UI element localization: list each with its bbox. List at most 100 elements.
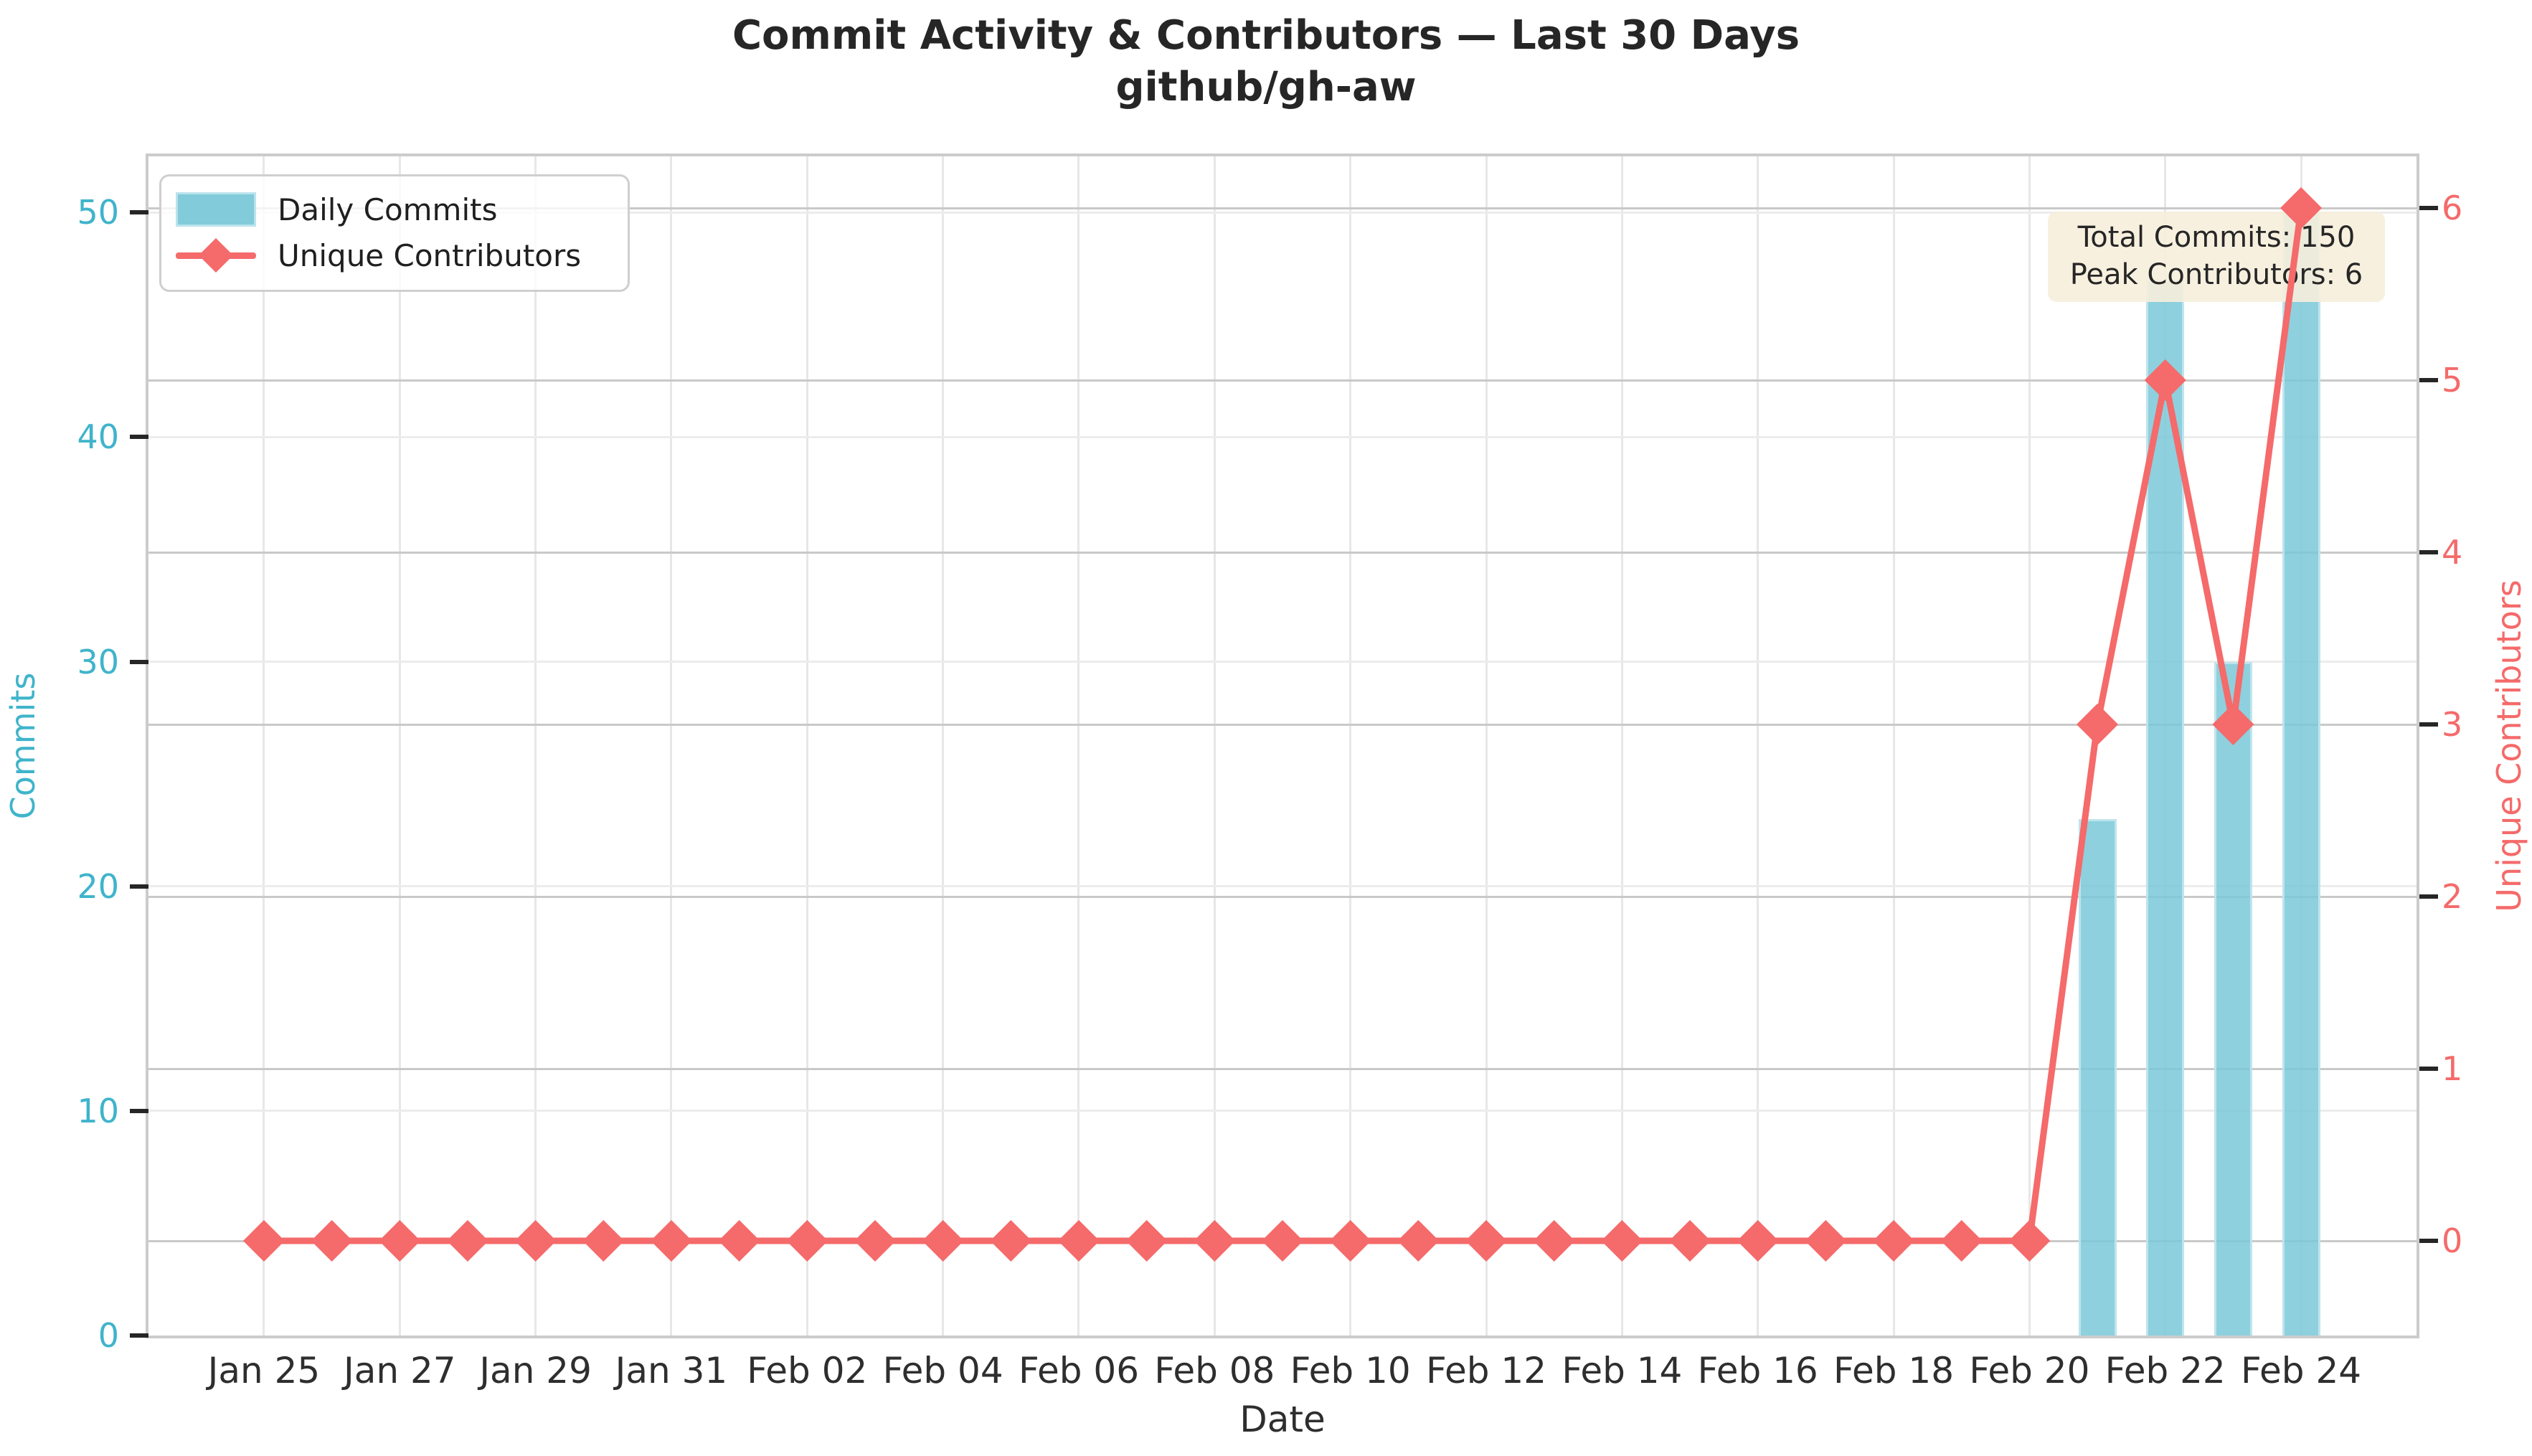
- diamond-marker: [1057, 1220, 1100, 1262]
- left-tick-label: 20: [77, 866, 119, 906]
- x-tick-label: Feb 22: [2105, 1350, 2226, 1391]
- right-tick-label: 4: [2442, 533, 2463, 572]
- x-tick-label: Feb 08: [1154, 1350, 1275, 1391]
- x-tick-label: Jan 31: [615, 1350, 728, 1391]
- contributors-line-path: [263, 207, 2305, 1244]
- legend-label-daily-commits: Daily Commits: [278, 192, 498, 227]
- right-axis-gridline: [148, 551, 2417, 554]
- x-gridline: [1892, 156, 1895, 1336]
- diamond-marker: [446, 1220, 488, 1262]
- diamond-marker: [854, 1220, 896, 1262]
- right-tick-mark: [2419, 1239, 2438, 1243]
- x-tick-label: Feb 18: [1833, 1350, 1955, 1391]
- x-gridline: [2028, 156, 2031, 1336]
- right-axis-gridline: [148, 723, 2417, 726]
- diamond-marker: [242, 1220, 285, 1262]
- right-axis-gridline: [148, 895, 2417, 898]
- x-tick-label: Feb 20: [1969, 1350, 2090, 1391]
- legend-label-unique-contributors: Unique Contributors: [278, 237, 582, 273]
- diamond-marker: [1669, 1220, 1711, 1262]
- diamond-marker: [1805, 1220, 1847, 1262]
- x-tick-label: Feb 24: [2241, 1350, 2362, 1391]
- diamond-marker: [718, 1220, 760, 1262]
- left-axis-gridline: [148, 885, 2417, 888]
- right-tick-label: 6: [2442, 189, 2463, 227]
- right-tick-mark: [2419, 722, 2438, 727]
- left-axis-gridline: [148, 435, 2417, 438]
- left-tick-mark: [130, 210, 148, 215]
- left-tick-label: 30: [77, 642, 119, 681]
- x-tick-label: Feb 14: [1562, 1350, 1683, 1391]
- right-tick-mark: [2419, 206, 2438, 210]
- x-tick-label: Feb 04: [882, 1350, 1003, 1391]
- right-tick-mark: [2419, 894, 2438, 899]
- right-tick-mark: [2419, 550, 2438, 554]
- right-tick-label: 3: [2442, 705, 2463, 744]
- diamond-marker: [1737, 1220, 1779, 1262]
- diamond-marker: [1262, 1220, 1303, 1262]
- chart-title-line1: Commit Activity & Contributors — Last 30…: [732, 12, 1800, 59]
- diamond-marker: [2144, 359, 2186, 401]
- diamond-marker: [990, 1220, 1032, 1262]
- diamond-marker: [1465, 1220, 1508, 1262]
- left-tick-label: 50: [77, 193, 119, 232]
- x-gridline: [1485, 156, 1488, 1336]
- right-tick-mark: [2419, 1067, 2438, 1071]
- diamond-marker: [786, 1220, 828, 1262]
- right-tick-mark: [2419, 378, 2438, 382]
- diamond-marker: [582, 1220, 625, 1262]
- annotation-total-commits: Total Commits: 150: [2077, 221, 2356, 254]
- right-tick-label: 2: [2442, 877, 2463, 916]
- annotation-peak-contributors: Peak Contributors: 6: [2069, 258, 2363, 291]
- diamond-marker: [514, 1220, 557, 1262]
- diamond-marker: [2212, 704, 2254, 745]
- bar: [2282, 212, 2320, 1336]
- x-gridline: [1349, 156, 1352, 1336]
- x-tick-label: Jan 25: [207, 1350, 321, 1391]
- right-axis-gridline: [148, 207, 2417, 209]
- x-gridline: [398, 156, 401, 1336]
- x-tick-label: Feb 12: [1425, 1350, 1547, 1391]
- legend: Daily Commits Unique Contributors: [159, 174, 630, 292]
- diamond-marker: [1533, 1220, 1575, 1262]
- right-tick-label: 0: [2442, 1221, 2463, 1260]
- x-gridline: [806, 156, 808, 1336]
- left-tick-mark: [130, 1333, 148, 1338]
- left-tick-mark: [130, 659, 148, 664]
- diamond-marker: [2077, 704, 2119, 745]
- chart-title-line2: github/gh-aw: [1115, 64, 1417, 110]
- left-axis-gridline: [148, 211, 2417, 214]
- diamond-marker: [311, 1220, 353, 1262]
- legend-diamond-icon: [198, 237, 234, 273]
- diamond-marker: [650, 1220, 692, 1262]
- diamond-marker: [1397, 1220, 1440, 1262]
- line-diamond-swatch-icon: [176, 235, 256, 275]
- left-axis-gridline: [148, 661, 2417, 663]
- x-tick-label: Jan 27: [343, 1350, 456, 1391]
- x-gridline: [1077, 156, 1080, 1336]
- x-axis-label: Date: [1239, 1399, 1326, 1440]
- legend-item-daily-commits: Daily Commits: [176, 186, 613, 232]
- x-gridline: [1213, 156, 1216, 1336]
- diamond-marker: [2280, 187, 2323, 229]
- x-tick-label: Jan 29: [479, 1350, 592, 1391]
- diamond-marker: [379, 1220, 421, 1262]
- left-tick-mark: [130, 884, 148, 889]
- left-tick-mark: [130, 435, 148, 440]
- x-gridline: [1620, 156, 1623, 1336]
- x-tick-label: Feb 16: [1697, 1350, 1818, 1391]
- x-gridline: [534, 156, 537, 1336]
- chart-title: Commit Activity & Contributors — Last 30…: [0, 10, 2532, 113]
- diamond-marker: [1125, 1220, 1168, 1262]
- bar: [2214, 661, 2252, 1336]
- left-axis-gridline: [148, 1110, 2417, 1112]
- legend-item-unique-contributors: Unique Contributors: [176, 232, 613, 278]
- x-gridline: [263, 156, 265, 1336]
- diamond-marker: [1329, 1220, 1371, 1262]
- diamond-marker: [1194, 1220, 1236, 1262]
- right-axis-gridline: [148, 379, 2417, 382]
- left-tick-label: 10: [77, 1091, 119, 1130]
- x-tick-label: Feb 02: [747, 1350, 868, 1391]
